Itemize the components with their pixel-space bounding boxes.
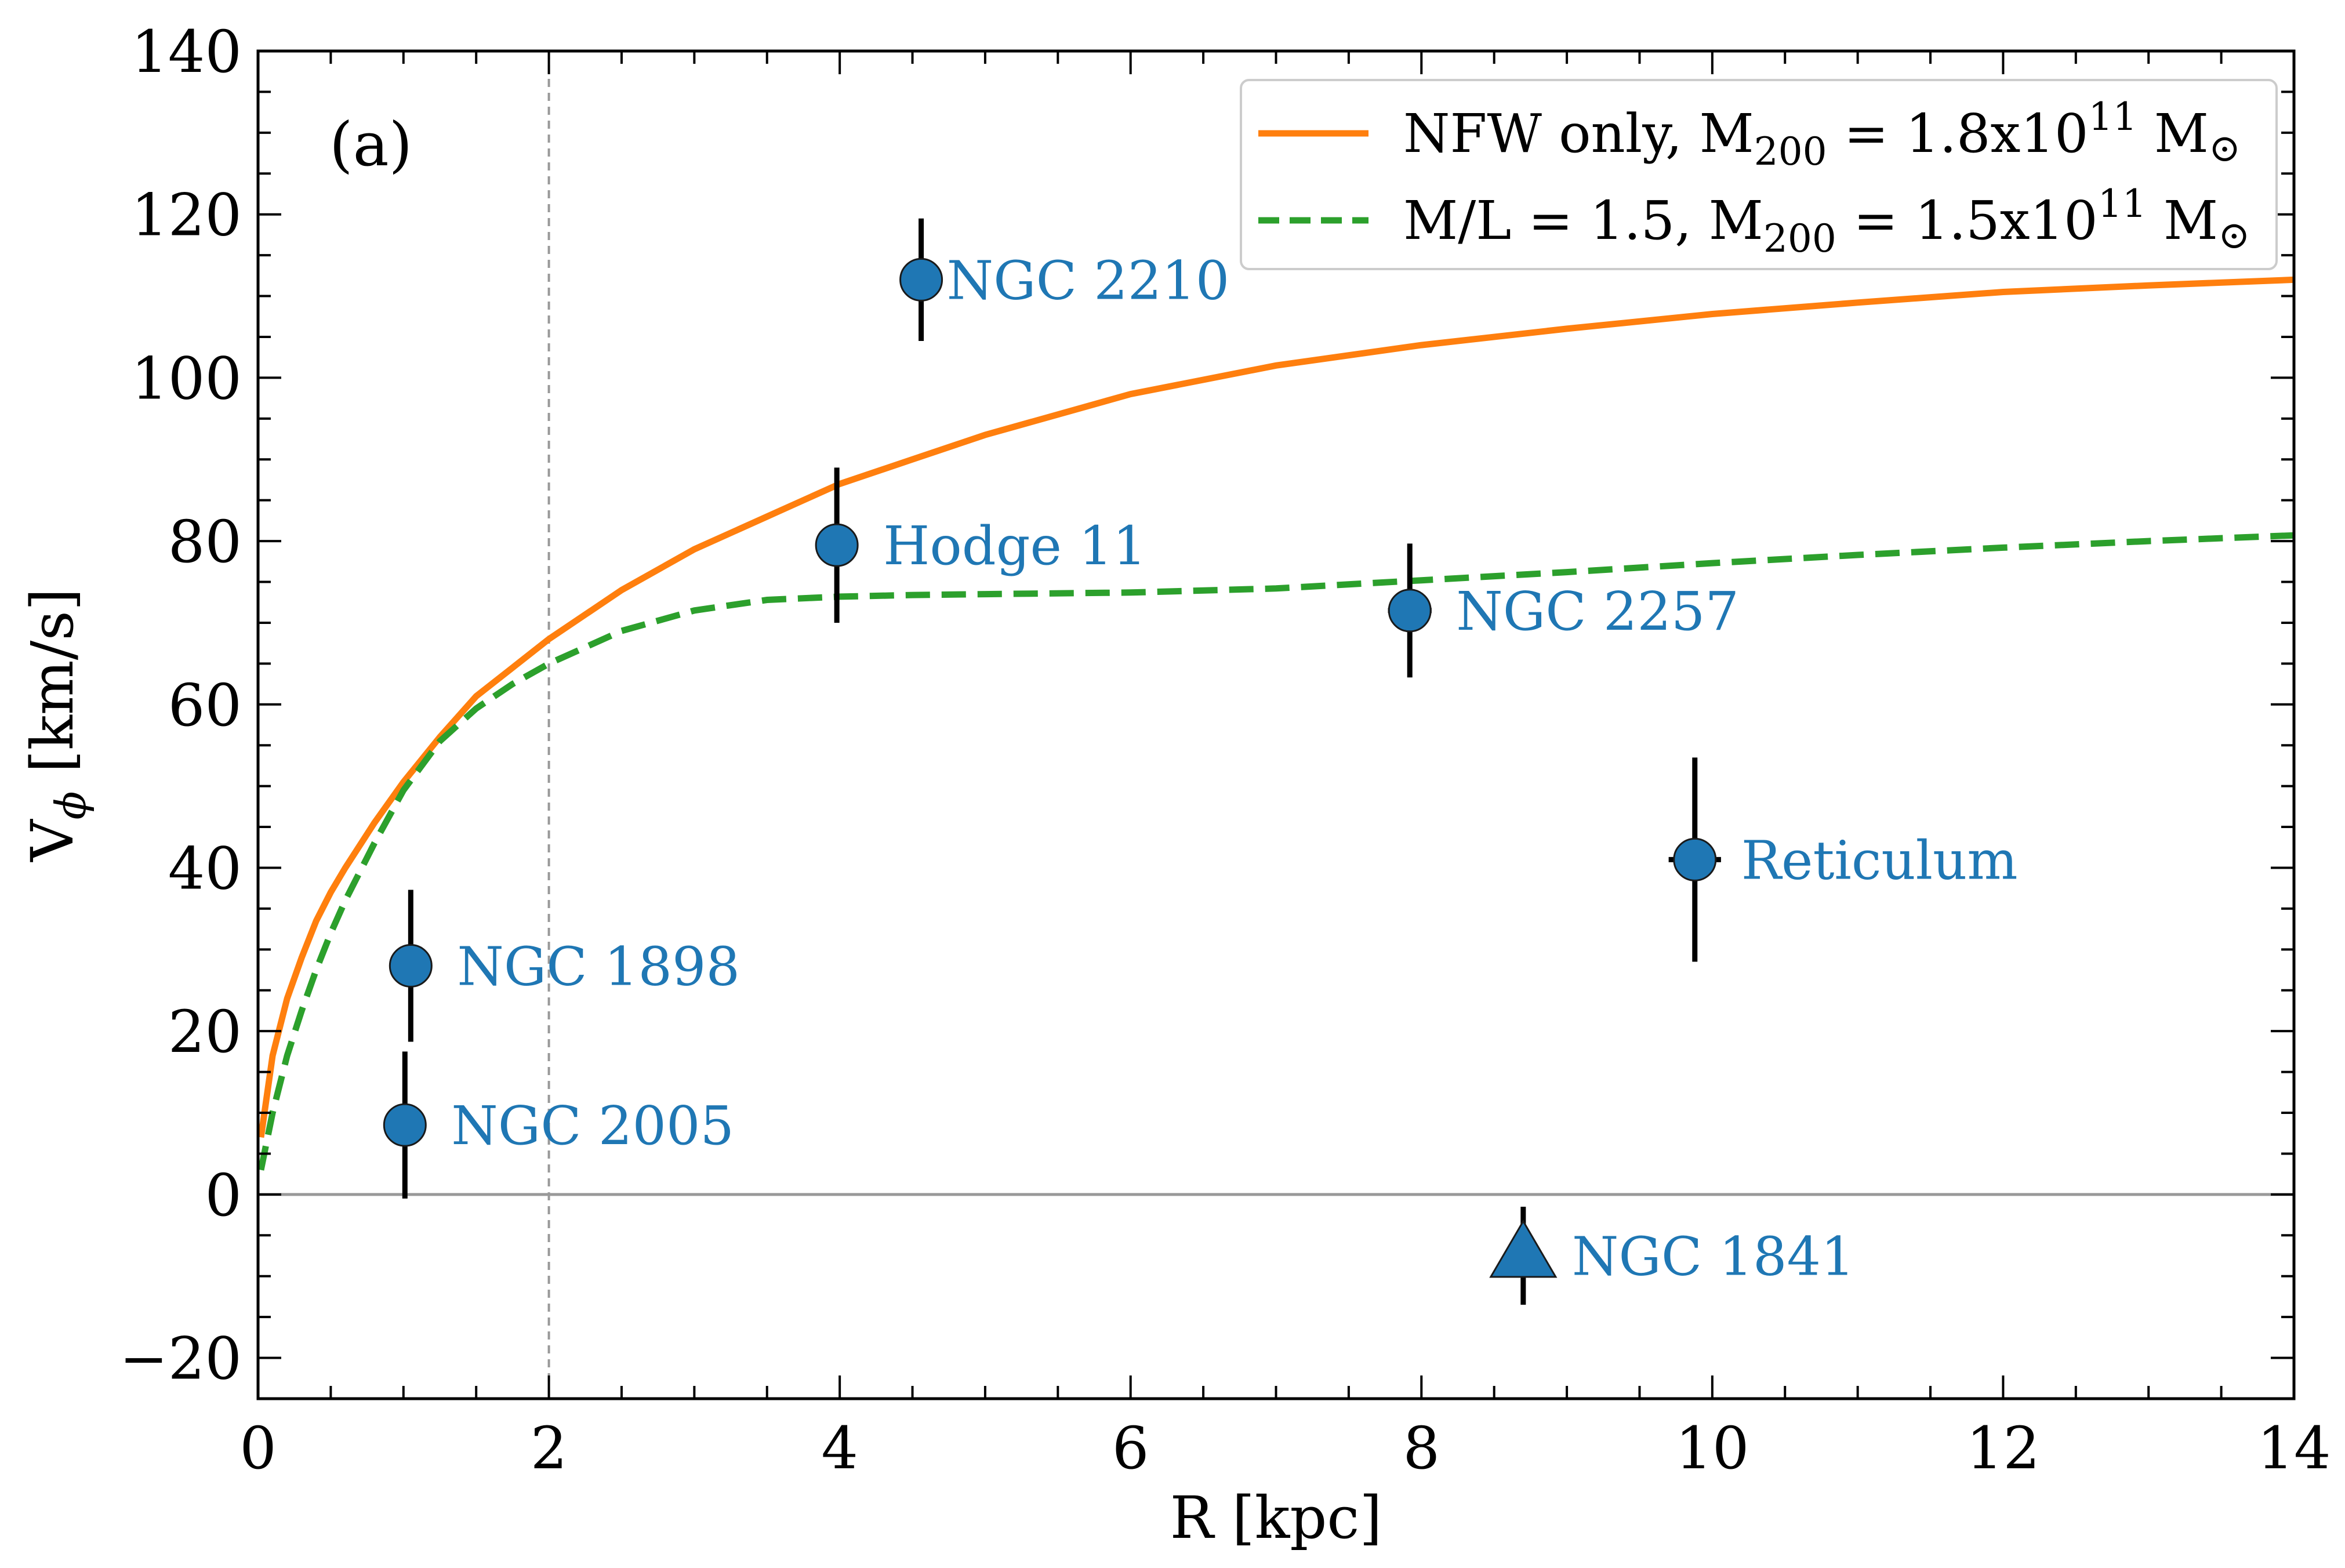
legend-ml-sup: 11 [2098,182,2147,226]
marker-ngc-2210 [899,257,943,302]
y-axis-label-main: V [19,819,86,862]
marker-ngc-1898 [389,944,433,988]
data-point-ngc-2257: NGC 2257 [1388,543,1739,678]
point-label-ngc-2005: NGC 2005 [451,1095,734,1157]
marker-ngc-1841 [1489,1219,1558,1278]
marker-ngc-2257 [1388,589,1432,633]
x-axis-label-group: R [kpc] [1170,1484,1382,1552]
y-tick-label: 20 [168,998,242,1066]
series-line-ml [257,532,2295,1171]
legend: NFW only, M200 = 1.8x1011 M⊙ M/L = 1.5, … [1240,79,2278,270]
y-axis-label: Vϕ [km/s] [19,588,95,862]
legend-nfw-mid: = 1.8x10 [1827,103,2089,165]
plot-area: NGC 2210 Hodge 11 NGC 2257 Reticulum NGC 189… [256,49,2296,1400]
panel-label: (a) [329,109,412,180]
data-point-hodge-11: Hodge 11 [815,467,1146,623]
point-label-hodge-11: Hodge 11 [883,515,1146,577]
y-tick-label: 140 [131,18,242,86]
marker-hodge-11 [815,523,859,567]
legend-nfw-name: NFW only, M [1403,103,1754,165]
axis-ticks: 0 2 4 6 8 10 12 14 −20 0 20 40 60 80 100 120 140 [119,18,2331,1482]
y-tick-label: 120 [131,182,242,249]
legend-entry-nfw: NFW only, M200 = 1.8x1011 M⊙ [1403,95,2241,174]
data-point-ngc-2005: NGC 2005 [383,1051,734,1199]
data-point-ngc-2210: NGC 2210 [899,218,1230,342]
x-axis-label: R [kpc] [1170,1484,1382,1552]
legend-nfw-sub: 200 [1754,129,1827,174]
y-axis-label-group: Vϕ [km/s] [19,588,95,862]
y-tick-label: −20 [119,1325,242,1393]
data-point-ngc-1898: NGC 1898 [389,890,740,1042]
x-tick-label: 8 [1403,1414,1440,1482]
y-axis-label-subscript: ϕ [46,791,95,819]
x-tick-label: 10 [1675,1414,1749,1482]
legend-ml-mid: = 1.5x10 [1836,190,2098,252]
legend-nfw-end: M [2137,103,2208,165]
series-line-nfw [257,276,2295,1138]
legend-ml-sym: ⊙ [2218,213,2250,257]
y-tick-label: 0 [205,1162,242,1229]
legend-nfw-sym: ⊙ [2209,126,2241,170]
data-point-reticulum: Reticulum [1668,757,2018,962]
marker-ngc-2005 [383,1103,427,1147]
x-tick-label: 12 [1966,1414,2040,1482]
y-tick-label: 100 [131,344,242,412]
x-tick-label: 0 [239,1414,277,1482]
y-axis-label-unit: [km/s] [19,588,86,791]
point-label-ngc-1841: NGC 1841 [1572,1226,1855,1288]
legend-ml-end: M [2147,190,2218,252]
legend-entry-ml: M/L = 1.5, M200 = 1.5x1011 M⊙ [1403,182,2250,261]
point-label-ngc-1898: NGC 1898 [457,936,740,998]
y-tick-label: 60 [168,672,242,739]
point-label-ngc-2257: NGC 2257 [1456,580,1739,643]
legend-box [1240,79,2278,270]
y-tick-label: 80 [168,508,242,576]
point-label-ngc-2210: NGC 2210 [947,249,1230,311]
point-label-reticulum: Reticulum [1741,829,2018,891]
legend-ml-name: M/L = 1.5, M [1403,190,1763,252]
x-tick-label: 14 [2257,1414,2331,1482]
x-tick-label: 2 [531,1414,568,1482]
data-point-ngc-1841: NGC 1841 [1489,1207,1855,1305]
legend-nfw-sup: 11 [2088,95,2137,139]
legend-ml-sub: 200 [1763,216,1836,261]
marker-reticulum [1673,837,1717,881]
x-tick-label: 4 [821,1414,858,1482]
x-tick-label: 6 [1112,1414,1149,1482]
y-tick-label: 40 [168,834,242,902]
